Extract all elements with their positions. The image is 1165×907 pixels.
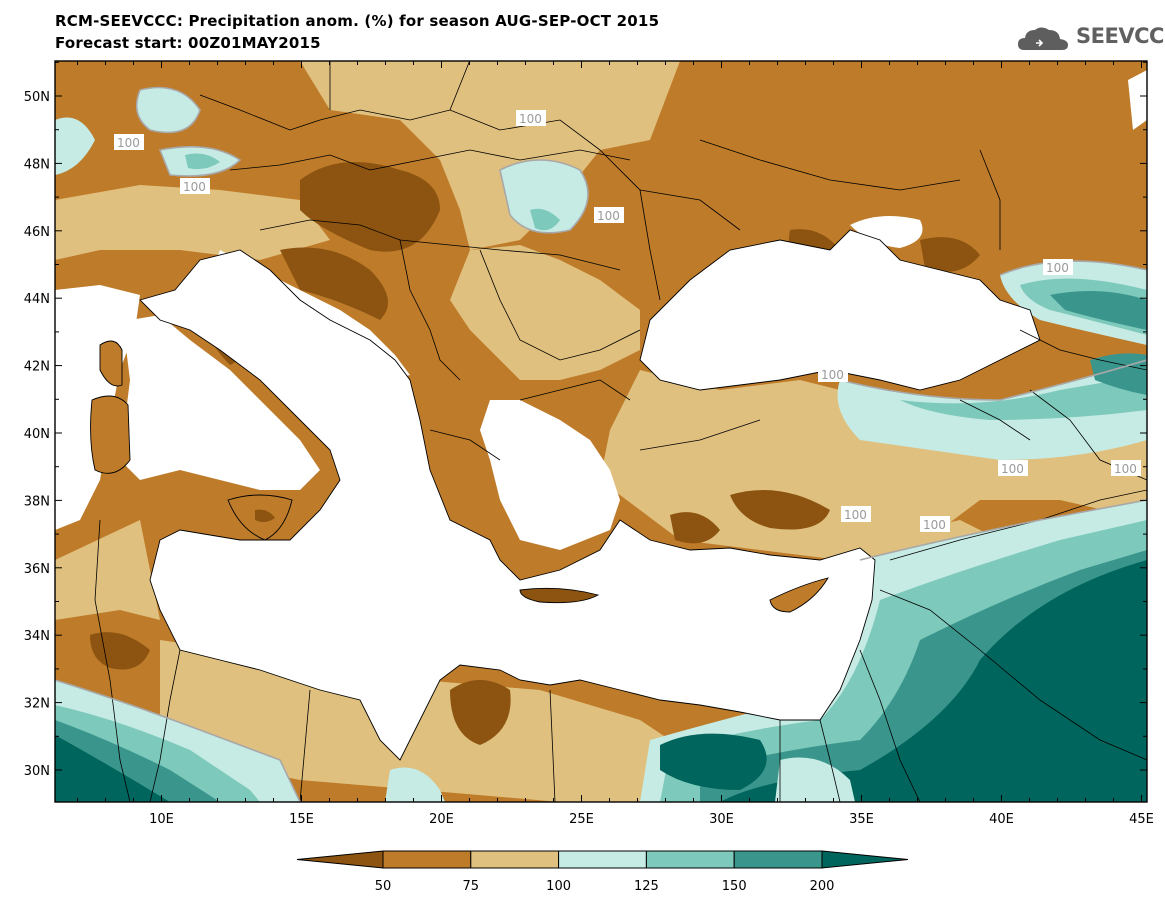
colorbar-label: 150 <box>722 879 747 894</box>
contour-label: 100 <box>117 136 140 150</box>
field-slightly-dry <box>55 185 330 260</box>
map-field: 100 100 100 100 100 100 100 100 100 100 <box>55 61 1147 802</box>
cloud-icon <box>1018 27 1068 50</box>
lon-tick-label: 10E <box>149 812 174 827</box>
contour-label: 100 <box>1114 462 1137 476</box>
field-slightly-dry <box>300 61 680 250</box>
lat-tick-label: 30N <box>24 764 50 779</box>
sea-of-azov <box>850 216 923 248</box>
lat-tick-label: 44N <box>24 292 50 307</box>
lon-tick-label: 30E <box>709 812 734 827</box>
contour-label: 100 <box>844 508 867 522</box>
field-slightly-dry <box>600 370 1147 560</box>
field-very-dry <box>920 237 980 272</box>
field-slightly-wet <box>136 87 200 133</box>
lon-tick-label: 40E <box>989 812 1014 827</box>
island-sicily-core <box>255 509 275 523</box>
lon-tick-label: 15E <box>289 812 314 827</box>
field-wet <box>900 375 1147 420</box>
field-slightly-wet <box>385 767 445 802</box>
map-frame <box>54 60 1148 803</box>
contour-label: 100 <box>923 518 946 532</box>
lat-tick-label: 42N <box>24 360 50 375</box>
contour-label: 100 <box>821 368 844 382</box>
field-slightly-wet <box>500 160 588 233</box>
colorbar-label: 125 <box>634 879 659 894</box>
lat-tick-label: 46N <box>24 225 50 240</box>
lat-tick-label: 36N <box>24 562 50 577</box>
lat-tick-label: 48N <box>24 157 50 172</box>
colorbar: 50 75 100 125 150 200 <box>296 850 909 894</box>
field-extreme-wet <box>720 560 1147 802</box>
field-very-dry <box>730 490 830 530</box>
caspian-edge <box>1128 70 1147 130</box>
mediterranean-sea <box>140 250 875 760</box>
island-corsica <box>100 341 122 386</box>
colorbar-cell <box>821 850 909 869</box>
colorbar-cell <box>645 850 735 869</box>
lat-tick-label: 32N <box>24 697 50 712</box>
contour-label: 100 <box>1001 462 1024 476</box>
island-sardinia <box>90 396 130 474</box>
lon-tick-label: 25E <box>569 812 594 827</box>
field-very-dry <box>300 162 440 252</box>
lat-tick-label: 50N <box>24 90 50 105</box>
contour-label: 100 <box>1046 261 1069 275</box>
map-title: RCM-SEEVCCC: Precipitation anom. (%) for… <box>55 12 660 30</box>
contour-label: 100 <box>183 180 206 194</box>
contour-labels: 100 100 100 100 100 100 100 100 100 100 <box>114 110 1141 532</box>
lon-tick-label: 35E <box>849 812 874 827</box>
colorbar-cell <box>558 850 647 869</box>
field-very-dry <box>280 247 388 320</box>
field-wet <box>185 153 220 170</box>
contour-label: 100 <box>597 209 620 223</box>
contour-label: 100 <box>519 112 542 126</box>
colorbar-cell <box>382 850 472 869</box>
map-axes: 10E 15E 20E 25E 30E 35E 40E 45E 50N 48N 46N 44N 42N 4… <box>24 61 1154 827</box>
field-slightly-wet <box>775 757 855 802</box>
coastlines <box>90 229 1041 761</box>
field-slightly-dry <box>55 520 160 620</box>
colorbar-label: 100 <box>546 879 571 894</box>
adriatic-sea <box>215 250 410 380</box>
lon-tick-label: 20E <box>429 812 454 827</box>
lat-tick-label: 34N <box>24 629 50 644</box>
colorbar-label: 75 <box>463 879 480 894</box>
field-very-dry <box>450 680 511 745</box>
colorbar-cell <box>733 850 823 869</box>
field-wet <box>530 208 560 231</box>
colorbar-label: 200 <box>810 879 835 894</box>
logo-text: SEEVCCC <box>1076 24 1165 48</box>
aegean-sea <box>480 400 620 550</box>
country-borders <box>94 61 1147 802</box>
forecast-start: Forecast start: 00Z01MAY2015 <box>55 34 321 52</box>
lat-tick-label: 40N <box>24 427 50 442</box>
field-very-dry <box>670 512 720 544</box>
lat-tick-label: 38N <box>24 494 50 509</box>
field-slightly-wet <box>55 117 95 175</box>
field-very-dry <box>90 632 150 670</box>
island-cyprus <box>770 578 828 612</box>
tyrrhenian-sea <box>120 315 320 490</box>
colorbar-label: 50 <box>375 879 392 894</box>
lon-tick-label: 45E <box>1129 812 1154 827</box>
field-extreme-wet <box>660 733 767 790</box>
colorbar-cell <box>296 850 384 869</box>
field-extreme-wet <box>55 735 170 802</box>
island-crete <box>520 588 598 603</box>
field-slightly-dry <box>450 245 640 380</box>
field-very-wet <box>1050 291 1147 330</box>
colorbar-cell <box>470 850 560 869</box>
